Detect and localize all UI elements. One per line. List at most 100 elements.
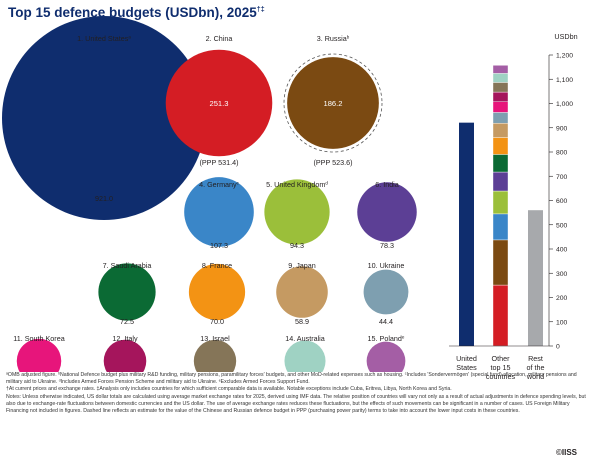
country-rank-name: 3. Russia — [317, 34, 347, 43]
x-category-label-line: States — [456, 363, 477, 372]
country-rank-name: 15. Poland — [368, 334, 402, 343]
budget-circle — [193, 339, 237, 372]
bar-segment-germany — [492, 213, 509, 241]
bar-segment-italy — [492, 91, 509, 103]
y-tick-label: 600 — [556, 198, 568, 205]
country-rank-name: 10. Ukraine — [368, 261, 405, 270]
country-bubble-ukraine: 10. Ukraine 44.4 — [363, 261, 409, 326]
country-bubble-poland: 15. Polande33.2 — [366, 334, 406, 372]
y-tick-label: 900 — [556, 125, 568, 132]
budget-value-label: 44.4 — [379, 317, 393, 326]
country-bubble-france: 8. France 70.0 — [188, 261, 246, 326]
country-label: 13. Israel — [200, 334, 230, 343]
y-tick-label: 400 — [556, 247, 568, 254]
country-bubble-israel: 13. Israel39.7 — [193, 334, 237, 372]
country-label: 6. India — [375, 180, 399, 189]
y-tick-label: 300 — [556, 271, 568, 278]
stacked-bar-chart: USDbn 0 100 200 300 400 500 600 700 800 900 1,000 1,… — [449, 32, 578, 381]
budget-circle — [357, 182, 417, 242]
country-rank-name: 13. Israel — [200, 334, 230, 343]
country-label: 4. Germanyc — [199, 180, 240, 189]
y-tick-label: 1,200 — [556, 53, 573, 60]
budget-value-label: 107.3 — [210, 241, 228, 250]
footnote-line: ᵃOMB adjusted figure. ᵇNational Defence … — [6, 372, 577, 386]
x-category-label-line: world — [526, 372, 544, 381]
budget-circle — [165, 49, 273, 157]
country-note-mark: d — [325, 181, 328, 186]
country-rank-name: 7. Saudi Arabia — [103, 261, 152, 270]
country-rank-name: 2. China — [206, 34, 233, 43]
budget-value-label: 78.3 — [380, 241, 394, 250]
country-bubble-australia: 14. Australia37.3 — [284, 334, 326, 372]
budget-value-label: 921.0 — [95, 194, 113, 203]
country-bubble-china: 2. China 251.3 (PPP 531.4) — [165, 34, 273, 167]
title-footnote-marks: †‡ — [256, 6, 265, 14]
country-rank-name: 6. India — [375, 180, 399, 189]
iiss-brand: ©IISS — [555, 448, 577, 457]
page-title: Top 15 defence budgets (USDbn), 2025†‡ — [8, 5, 265, 20]
country-rank-name: 4. Germany — [199, 180, 237, 189]
bar-segment-saudi-arabia — [492, 154, 509, 173]
budget-value-label: 94.3 — [290, 241, 304, 250]
bar-segment-japan — [492, 122, 509, 138]
country-note-mark: c — [237, 181, 240, 186]
country-rank-name: 8. France — [202, 261, 232, 270]
country-bubble-south-korea: 11. South Korea43.8 — [13, 334, 65, 372]
x-category-label: Other top 15 countries — [486, 354, 516, 381]
country-bubble-india: 6. India 78.3 — [357, 180, 417, 250]
budget-circle — [276, 266, 328, 318]
bar-united-states — [459, 122, 474, 346]
country-rank-name: 9. Japan — [288, 261, 316, 270]
budget-circle — [16, 338, 62, 372]
bar-segment-south-korea — [492, 101, 509, 113]
bar-segment-india — [492, 171, 509, 192]
bar-segment-france — [492, 137, 509, 155]
country-bubble-germany: 4. Germanyc 107.3 — [184, 177, 254, 250]
budget-circle — [2, 16, 206, 220]
bar-segment-poland — [492, 65, 509, 74]
y-tick-label: 0 — [556, 344, 560, 351]
country-label: 7. Saudi Arabia — [103, 261, 152, 270]
country-rank-name: 5. United Kingdom — [266, 180, 325, 189]
budget-value-label: 186.2 — [323, 99, 342, 108]
country-rank-name: 11. South Korea — [13, 334, 64, 343]
country-label: 1. United Statesa — [77, 34, 131, 43]
bar-segment-russia — [492, 239, 509, 286]
country-label: 9. Japan — [288, 261, 316, 270]
country-rank-name: 12. Italy — [112, 334, 138, 343]
bubble-chart: 1. United Statesa 921.0 2. China 251.3 (PPP … — [2, 16, 417, 372]
y-tick-label: 700 — [556, 174, 568, 181]
budget-value-label: 72.5 — [120, 317, 134, 326]
budget-circle — [184, 177, 254, 247]
bar-rest-of-world — [528, 210, 543, 346]
y-axis-title: USDbn — [554, 32, 577, 41]
y-tick-label: 200 — [556, 295, 568, 302]
country-label: 11. South Korea — [13, 334, 64, 343]
bar-segment-ukraine — [492, 112, 509, 124]
y-tick-label: 1,000 — [556, 101, 573, 108]
budget-circle — [188, 263, 246, 321]
x-category-label: United States — [456, 354, 477, 372]
country-note-mark: a — [128, 35, 131, 40]
country-rank-name: 1. United States — [77, 34, 129, 43]
country-rank-name: 14. Australia — [285, 334, 325, 343]
x-category-label-line: Other — [492, 354, 511, 363]
budget-value-label: 70.0 — [210, 317, 224, 326]
bar-segment-united-kingdom — [492, 190, 509, 215]
y-tick-label: 500 — [556, 222, 568, 229]
budget-circle — [103, 339, 147, 372]
x-category-label: Rest of the world — [526, 354, 545, 381]
x-category-label-line: of the — [527, 363, 545, 372]
x-category-label-line: top 15 — [491, 363, 511, 372]
x-category-label-line: countries — [486, 372, 516, 381]
budget-circle — [98, 263, 156, 321]
y-tick-label: 800 — [556, 150, 568, 157]
country-label: 15. Polande — [368, 334, 405, 343]
budget-value-label: 251.3 — [209, 99, 228, 108]
footnote-line: †At current prices and exchange rates. ‡… — [6, 386, 452, 393]
bar-segment-australia — [492, 73, 509, 83]
country-label: 10. Ukraine — [368, 261, 405, 270]
country-bubble-japan: 9. Japan 58.9 — [276, 261, 328, 326]
country-label: 2. China — [206, 34, 233, 43]
country-label: 14. Australia — [285, 334, 325, 343]
